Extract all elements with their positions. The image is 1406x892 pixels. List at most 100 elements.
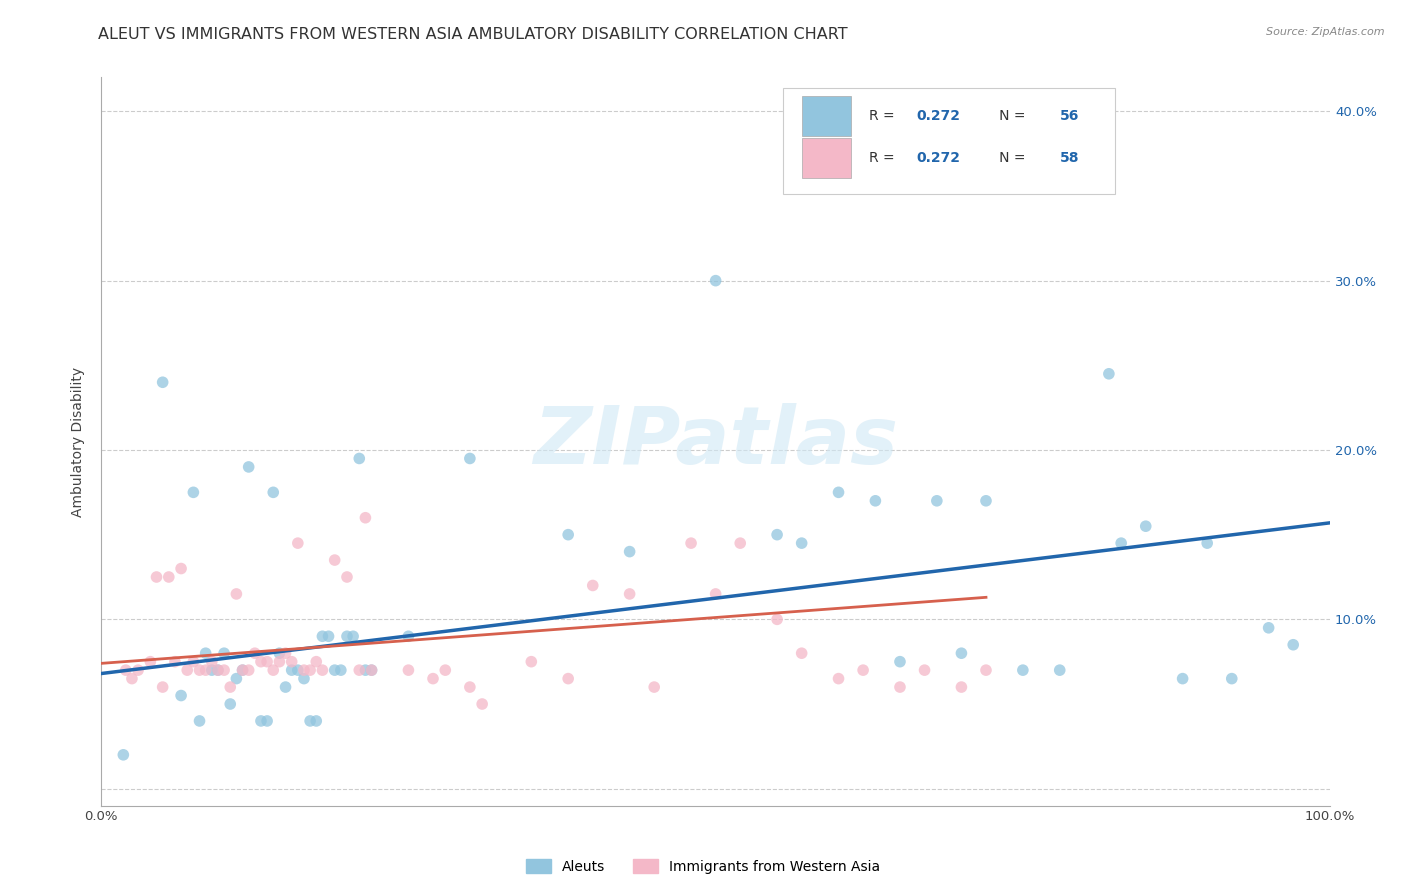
Point bbox=[299, 663, 322, 677]
Point bbox=[396, 629, 419, 643]
Point bbox=[212, 646, 235, 660]
Point bbox=[183, 655, 205, 669]
Text: 56: 56 bbox=[1060, 109, 1078, 123]
Point bbox=[256, 655, 278, 669]
Point bbox=[287, 536, 309, 550]
Text: N =: N = bbox=[986, 109, 1029, 123]
Point bbox=[1282, 638, 1305, 652]
Point bbox=[766, 612, 789, 626]
Y-axis label: Ambulatory Disability: Ambulatory Disability bbox=[72, 367, 86, 516]
Point bbox=[262, 485, 284, 500]
Text: R =: R = bbox=[869, 151, 900, 164]
Point bbox=[152, 376, 174, 390]
Point bbox=[311, 663, 333, 677]
Point bbox=[458, 451, 481, 466]
Point bbox=[422, 672, 444, 686]
Point bbox=[176, 663, 198, 677]
Point bbox=[950, 646, 973, 660]
Legend: Aleuts, Immigrants from Western Asia: Aleuts, Immigrants from Western Asia bbox=[519, 852, 887, 880]
Point bbox=[520, 655, 543, 669]
Point bbox=[582, 578, 605, 592]
Point bbox=[112, 747, 135, 762]
Point bbox=[256, 714, 278, 728]
Point bbox=[336, 570, 359, 584]
Point bbox=[458, 680, 481, 694]
Point bbox=[280, 663, 302, 677]
Point bbox=[1135, 519, 1157, 533]
Point bbox=[790, 646, 813, 660]
Point bbox=[619, 544, 641, 558]
Text: R =: R = bbox=[869, 109, 900, 123]
Point bbox=[865, 493, 887, 508]
Point bbox=[318, 629, 340, 643]
Point bbox=[434, 663, 457, 677]
Point bbox=[852, 663, 875, 677]
Point bbox=[1257, 621, 1279, 635]
Point bbox=[354, 510, 377, 524]
Point bbox=[188, 663, 211, 677]
Point bbox=[299, 714, 322, 728]
Point bbox=[1098, 367, 1121, 381]
Point bbox=[262, 663, 284, 677]
Point bbox=[250, 655, 273, 669]
Point bbox=[269, 655, 291, 669]
Point bbox=[305, 714, 328, 728]
Point bbox=[925, 493, 948, 508]
Point bbox=[1171, 672, 1194, 686]
Point bbox=[183, 485, 205, 500]
Point bbox=[157, 570, 180, 584]
Point bbox=[323, 553, 346, 567]
Text: ALEUT VS IMMIGRANTS FROM WESTERN ASIA AMBULATORY DISABILITY CORRELATION CHART: ALEUT VS IMMIGRANTS FROM WESTERN ASIA AM… bbox=[98, 27, 848, 42]
Point bbox=[219, 697, 242, 711]
Point bbox=[250, 714, 273, 728]
Point bbox=[342, 629, 364, 643]
Point bbox=[354, 663, 377, 677]
Point bbox=[170, 561, 193, 575]
Point bbox=[114, 663, 136, 677]
Point bbox=[292, 663, 315, 677]
Bar bbox=[801, 96, 851, 136]
Point bbox=[643, 680, 665, 694]
Point bbox=[681, 536, 703, 550]
Point bbox=[231, 663, 253, 677]
Point bbox=[557, 527, 579, 541]
Point bbox=[471, 697, 494, 711]
Point bbox=[269, 646, 291, 660]
Point bbox=[396, 663, 419, 677]
Bar bbox=[783, 88, 1115, 194]
Point bbox=[889, 655, 911, 669]
Point bbox=[207, 663, 229, 677]
Point bbox=[238, 663, 260, 677]
Point bbox=[704, 274, 727, 288]
Point bbox=[170, 689, 193, 703]
Point bbox=[152, 680, 174, 694]
Point bbox=[704, 587, 727, 601]
Point bbox=[766, 527, 789, 541]
Point bbox=[1197, 536, 1219, 550]
Point bbox=[305, 655, 328, 669]
Point bbox=[311, 629, 333, 643]
Point bbox=[225, 587, 247, 601]
Text: N =: N = bbox=[986, 151, 1029, 164]
Point bbox=[163, 655, 186, 669]
Point bbox=[349, 663, 371, 677]
Point bbox=[557, 672, 579, 686]
Text: 0.272: 0.272 bbox=[915, 109, 960, 123]
Point bbox=[827, 485, 849, 500]
Point bbox=[974, 493, 997, 508]
Point bbox=[292, 672, 315, 686]
Point bbox=[287, 663, 309, 677]
Point bbox=[914, 663, 936, 677]
Point bbox=[950, 680, 973, 694]
Point bbox=[360, 663, 382, 677]
Point bbox=[329, 663, 352, 677]
Point bbox=[212, 663, 235, 677]
Point bbox=[274, 680, 297, 694]
Point bbox=[974, 663, 997, 677]
Point bbox=[790, 536, 813, 550]
Point bbox=[201, 655, 224, 669]
Point bbox=[336, 629, 359, 643]
Point bbox=[188, 714, 211, 728]
Point bbox=[1049, 663, 1071, 677]
Point bbox=[1109, 536, 1132, 550]
